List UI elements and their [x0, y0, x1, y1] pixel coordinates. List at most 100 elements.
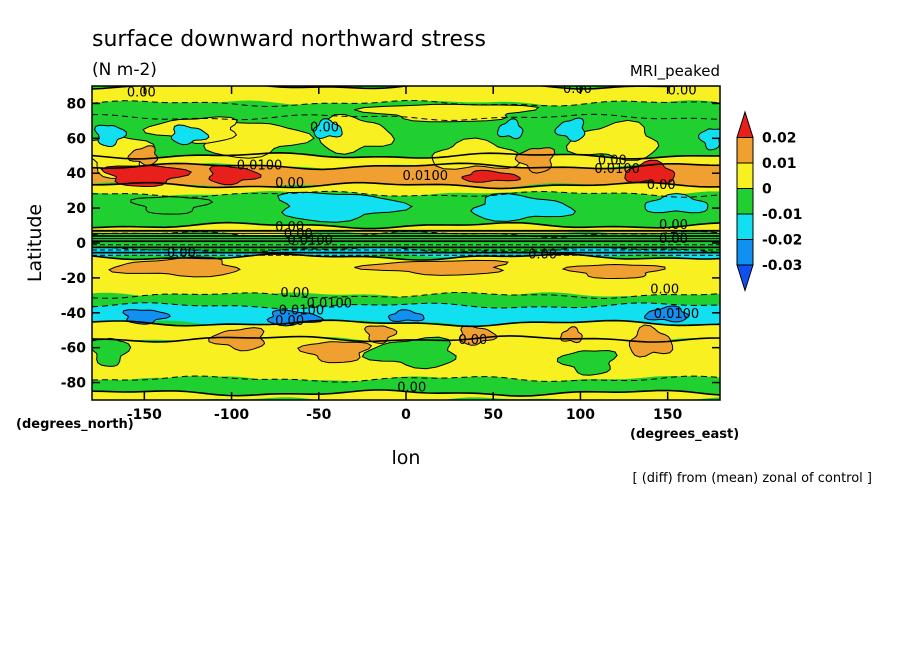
- y-tick-label: -60: [61, 341, 87, 357]
- contour-lines: [92, 86, 720, 397]
- contour-line: [92, 319, 720, 328]
- contour-line: [92, 221, 720, 230]
- colorbar-label: -0.03: [762, 258, 802, 274]
- contour-line: [92, 151, 720, 160]
- contour-line: [92, 389, 720, 397]
- contour-line: [92, 100, 720, 108]
- contour-patch: [297, 341, 373, 364]
- contour-patch: [644, 305, 690, 323]
- contour-label: 0.00: [280, 286, 309, 301]
- colorbar-label: 0: [762, 182, 772, 198]
- contour-line: [92, 190, 720, 198]
- x-tick-label: -50: [306, 407, 332, 423]
- y-unit-label: (degrees_north): [16, 417, 134, 432]
- contour-label: 0.00: [310, 120, 339, 135]
- contour-patch: [208, 327, 266, 352]
- contour-line: [92, 162, 720, 171]
- contour-line: [92, 302, 720, 310]
- contour-line: [92, 375, 720, 383]
- y-tick-label: 80: [67, 96, 87, 112]
- colorbar-segment: [736, 110, 754, 138]
- x-tick-label: -100: [214, 407, 249, 423]
- contour-patch: [122, 309, 171, 325]
- contour-band: [92, 254, 720, 299]
- contour-label: 0.00: [668, 84, 697, 99]
- contour-line: [92, 291, 720, 300]
- contour-patch: [496, 118, 524, 140]
- x-tick-label: 100: [566, 407, 595, 423]
- contour-patch: [458, 325, 498, 346]
- colorbar-segment: [736, 264, 754, 293]
- contour-line: [92, 181, 720, 190]
- y-tick-label: 60: [67, 131, 87, 147]
- contour-patch: [387, 309, 425, 323]
- contour-line: [92, 86, 690, 90]
- contour-label: 0.00: [167, 246, 196, 261]
- contour-label: 0.0100: [237, 159, 282, 174]
- contour-patch: [556, 349, 618, 376]
- contour-label: 0.0100: [287, 234, 333, 249]
- contour-patch: [94, 124, 127, 148]
- y-axis-ticks: -80 -60 -40 -20 0 20 40 60 80: [61, 96, 720, 392]
- x-unit-label: (degrees_east): [630, 427, 739, 442]
- contour-patch: [470, 192, 577, 222]
- contour-label: 0.00: [397, 380, 426, 395]
- colorbar-segment: [736, 162, 754, 189]
- colorbar-label: 0.01: [762, 156, 797, 172]
- contour-patch: [561, 263, 666, 280]
- contour-patch: [354, 103, 540, 123]
- contour-label: 0.00: [275, 220, 304, 235]
- colorbar-label: -0.01: [762, 207, 802, 223]
- y-tick-label: -40: [61, 306, 87, 322]
- contour-patch: [277, 191, 413, 223]
- contour-label: 0.0100: [594, 162, 640, 177]
- contour-band: [92, 86, 720, 107]
- contour-patch: [628, 324, 674, 358]
- diff-note: [ (diff) from (mean) zonal of control ]: [633, 471, 872, 486]
- y-tick-label: 20: [67, 201, 87, 217]
- chart-units: (N m-2): [92, 60, 157, 80]
- contour-patch: [100, 164, 193, 188]
- y-tick-label: -80: [61, 376, 87, 392]
- x-axis-label: lon: [392, 447, 421, 469]
- contour-patch: [354, 259, 509, 276]
- y-tick-label: -20: [61, 271, 87, 287]
- y-tick-label: 40: [67, 166, 87, 182]
- model-label: MRI_peaked: [630, 62, 720, 81]
- colorbar-segment: [736, 137, 754, 164]
- x-tick-label: 150: [653, 407, 682, 423]
- contour-label: 0.0100: [654, 307, 700, 322]
- colorbar: 0.02 0.01 0 -0.01 -0.02 -0.03: [736, 110, 802, 293]
- contour-patch: [697, 128, 720, 151]
- contour-label: 0.0100: [307, 297, 353, 312]
- contour-line: [92, 113, 720, 122]
- contour-label: 0.00: [275, 314, 304, 329]
- contour-patch: [361, 336, 457, 370]
- colorbar-segment: [736, 239, 754, 266]
- x-tick-label: 50: [483, 407, 503, 423]
- contour-label: 0.00: [127, 85, 156, 100]
- contour-label: 0.00: [563, 82, 592, 97]
- contour-label: 0.0100: [279, 304, 325, 319]
- contour-label: 0.00: [275, 176, 304, 191]
- colorbar-segment: [736, 188, 754, 215]
- contour-label: 0.00: [650, 283, 679, 298]
- contour-band: [92, 376, 720, 397]
- contour-band: [92, 292, 720, 309]
- x-tick-label: 0: [401, 407, 411, 423]
- contour-patch: [554, 117, 586, 142]
- chart-title: surface downward northward stress: [92, 27, 486, 52]
- colorbar-label: -0.02: [762, 233, 802, 249]
- contour-label: 0.00: [284, 227, 313, 242]
- contour-patch: [170, 124, 210, 146]
- x-tick-label: -150: [127, 407, 162, 423]
- contour-label: 0.00: [528, 248, 557, 263]
- contour-line: [92, 253, 720, 261]
- contour-label: 0.0100: [403, 169, 449, 184]
- contour-label: 0.00: [458, 333, 487, 348]
- contour-label: 0.00: [659, 218, 688, 233]
- contour-patch: [644, 192, 709, 214]
